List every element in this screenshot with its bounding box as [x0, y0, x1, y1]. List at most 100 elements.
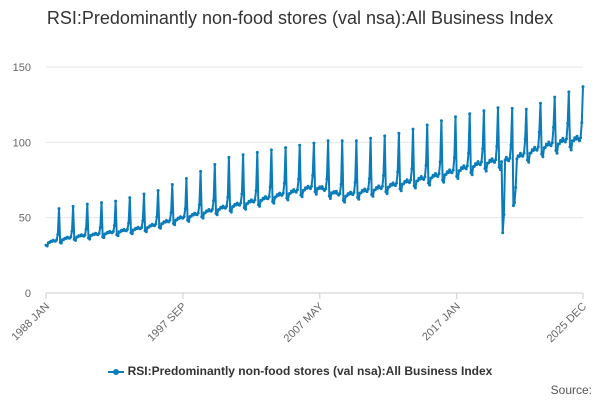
- data-point[interactable]: [517, 155, 521, 158]
- data-point[interactable]: [462, 164, 466, 168]
- data-point[interactable]: [240, 192, 244, 196]
- data-point[interactable]: [313, 190, 317, 194]
- data-point[interactable]: [536, 145, 540, 149]
- data-point[interactable]: [546, 143, 550, 147]
- data-point[interactable]: [303, 188, 306, 192]
- data-point[interactable]: [310, 184, 313, 188]
- data-point[interactable]: [255, 150, 259, 154]
- data-point[interactable]: [423, 175, 427, 179]
- data-point[interactable]: [581, 85, 585, 89]
- data-point[interactable]: [226, 195, 230, 199]
- data-point[interactable]: [215, 213, 219, 217]
- data-point[interactable]: [286, 198, 290, 202]
- data-point[interactable]: [383, 134, 387, 138]
- data-point[interactable]: [475, 163, 479, 166]
- data-point[interactable]: [308, 187, 312, 191]
- data-point[interactable]: [371, 194, 375, 198]
- data-point[interactable]: [70, 229, 74, 233]
- data-point[interactable]: [572, 139, 576, 143]
- data-point[interactable]: [288, 191, 292, 195]
- data-point[interactable]: [225, 204, 229, 208]
- data-point[interactable]: [526, 158, 529, 162]
- data-point[interactable]: [127, 221, 131, 225]
- data-point[interactable]: [213, 163, 217, 166]
- data-point[interactable]: [284, 146, 288, 150]
- data-point[interactable]: [239, 201, 243, 205]
- data-point[interactable]: [557, 142, 561, 146]
- data-point[interactable]: [409, 178, 413, 182]
- data-point[interactable]: [469, 171, 473, 174]
- data-point[interactable]: [365, 190, 369, 194]
- data-point[interactable]: [468, 112, 472, 116]
- data-point[interactable]: [380, 184, 384, 188]
- data-point[interactable]: [269, 148, 273, 152]
- data-point[interactable]: [114, 199, 118, 203]
- data-point[interactable]: [295, 188, 299, 192]
- data-point[interactable]: [568, 145, 572, 149]
- data-point[interactable]: [98, 226, 102, 229]
- data-point[interactable]: [291, 190, 295, 194]
- data-point[interactable]: [496, 106, 500, 110]
- data-point[interactable]: [416, 179, 420, 183]
- data-point[interactable]: [328, 197, 332, 200]
- data-point[interactable]: [229, 210, 233, 214]
- data-point[interactable]: [144, 230, 148, 234]
- data-point[interactable]: [510, 106, 514, 110]
- data-point[interactable]: [141, 219, 145, 223]
- data-point[interactable]: [537, 130, 541, 134]
- data-point[interactable]: [324, 187, 328, 191]
- data-point[interactable]: [353, 180, 357, 184]
- data-point[interactable]: [312, 141, 316, 145]
- data-point[interactable]: [334, 189, 338, 193]
- data-point[interactable]: [140, 226, 144, 229]
- data-point[interactable]: [142, 192, 146, 196]
- data-point[interactable]: [547, 140, 551, 144]
- data-point[interactable]: [354, 139, 358, 143]
- data-point[interactable]: [498, 168, 502, 172]
- data-point[interactable]: [311, 174, 315, 177]
- data-point[interactable]: [69, 235, 73, 239]
- data-point[interactable]: [444, 172, 448, 176]
- data-point[interactable]: [253, 198, 257, 202]
- data-point[interactable]: [480, 160, 483, 164]
- data-point[interactable]: [343, 200, 347, 204]
- data-point[interactable]: [402, 182, 406, 186]
- data-point[interactable]: [437, 172, 441, 176]
- data-point[interactable]: [404, 180, 408, 184]
- data-point[interactable]: [327, 194, 331, 198]
- data-point[interactable]: [494, 158, 498, 162]
- data-point[interactable]: [274, 195, 278, 199]
- data-point[interactable]: [432, 174, 436, 178]
- data-point[interactable]: [502, 213, 506, 217]
- data-point[interactable]: [560, 140, 564, 144]
- data-point[interactable]: [56, 233, 60, 236]
- data-point[interactable]: [439, 119, 443, 123]
- data-point[interactable]: [561, 136, 565, 140]
- data-point[interactable]: [514, 186, 518, 189]
- data-point[interactable]: [45, 244, 49, 248]
- data-point[interactable]: [373, 188, 377, 192]
- data-point[interactable]: [497, 165, 501, 169]
- data-point[interactable]: [500, 160, 504, 164]
- data-point[interactable]: [566, 121, 570, 125]
- data-point[interactable]: [521, 154, 525, 158]
- data-point[interactable]: [387, 185, 391, 189]
- data-point[interactable]: [170, 183, 174, 186]
- data-point[interactable]: [57, 207, 61, 211]
- data-point[interactable]: [128, 196, 132, 200]
- data-point[interactable]: [111, 230, 115, 233]
- data-point[interactable]: [482, 109, 486, 113]
- data-point[interactable]: [379, 187, 383, 191]
- data-point[interactable]: [396, 170, 400, 174]
- data-point[interactable]: [549, 144, 553, 148]
- data-point[interactable]: [418, 177, 422, 181]
- data-point[interactable]: [554, 149, 558, 152]
- data-point[interactable]: [173, 223, 177, 227]
- data-point[interactable]: [458, 169, 462, 172]
- data-point[interactable]: [277, 193, 280, 197]
- data-point[interactable]: [422, 178, 426, 181]
- data-point[interactable]: [197, 203, 201, 207]
- data-point[interactable]: [467, 151, 470, 155]
- data-point[interactable]: [579, 136, 583, 140]
- data-point[interactable]: [513, 201, 516, 205]
